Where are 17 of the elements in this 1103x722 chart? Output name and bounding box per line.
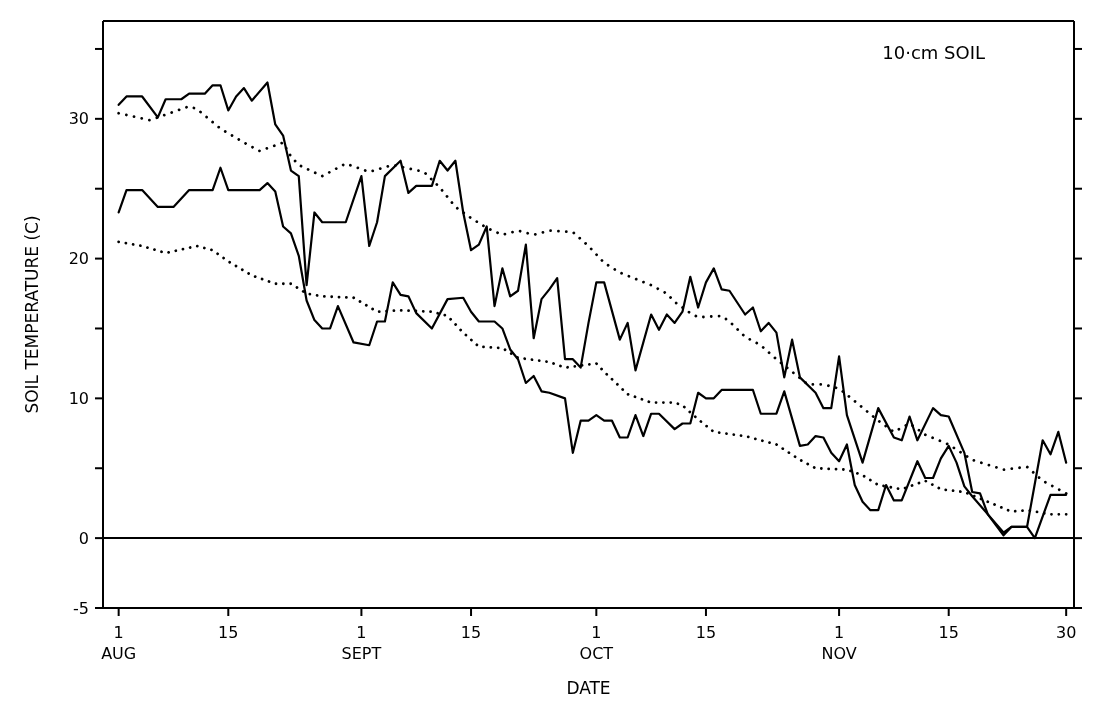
x-tick-label: 1 OCT bbox=[579, 623, 614, 664]
x-axis-title: DATE bbox=[566, 678, 611, 698]
x-tick-label: 1 NOV bbox=[821, 623, 857, 664]
x-tick-label: 15 bbox=[460, 623, 482, 643]
y-tick-label: 30 bbox=[68, 109, 89, 129]
x-tick-label: 1 AUG bbox=[101, 623, 137, 664]
y-tick-label: 10 bbox=[68, 388, 89, 408]
annotation: 10·cm SOIL bbox=[882, 42, 985, 63]
x-tick-label: 15 bbox=[695, 623, 717, 643]
x-tick-label: 15 bbox=[218, 623, 239, 643]
x-tick-label: 1 SEPT bbox=[341, 623, 382, 664]
y-axis-title: SOIL TEMPERATURE (C) bbox=[22, 215, 43, 414]
y-tick-label: 0 bbox=[78, 528, 89, 548]
x-tick-label: 30 bbox=[1055, 623, 1077, 643]
y-tick-label: -5 bbox=[73, 598, 89, 618]
y-tick-label: 20 bbox=[68, 249, 89, 269]
x-tick-label: 15 bbox=[938, 623, 959, 643]
